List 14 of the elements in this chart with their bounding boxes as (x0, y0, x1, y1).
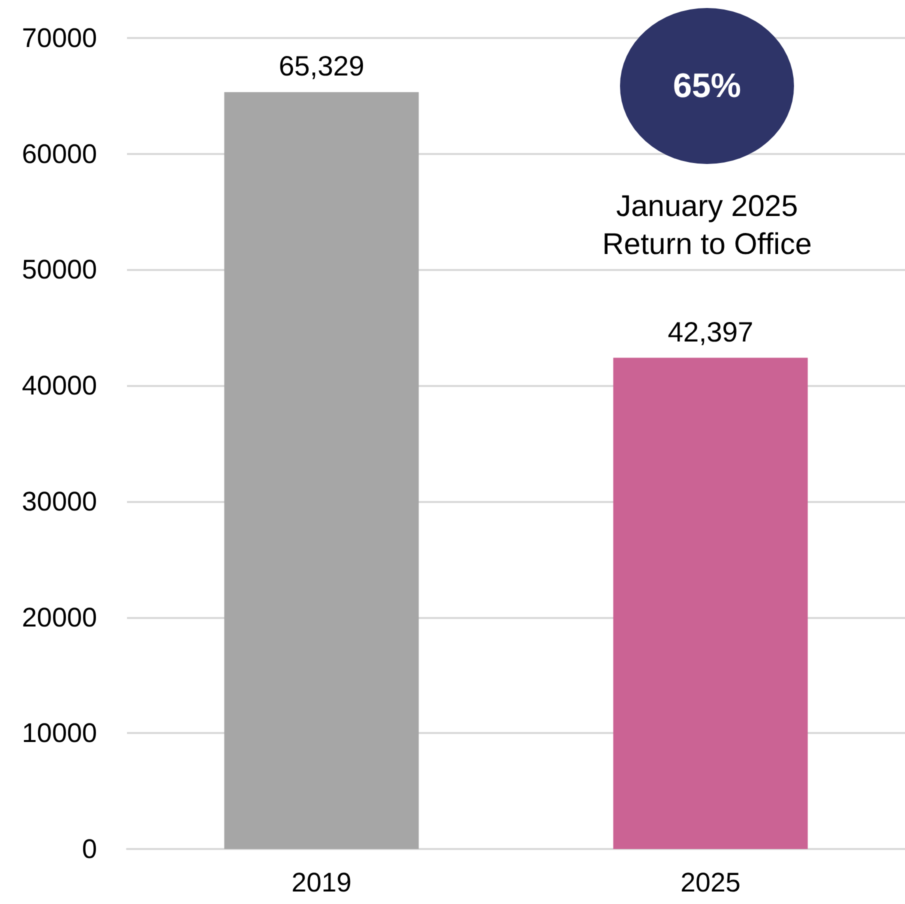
y-tick-label: 70000 (22, 23, 97, 53)
y-tick-label: 30000 (22, 486, 97, 516)
data-label: 42,397 (668, 316, 754, 348)
y-tick-label: 10000 (22, 718, 97, 748)
circle-badge: 65% (620, 8, 794, 164)
y-tick-label: 40000 (22, 370, 97, 401)
y-tick-label: 50000 (22, 254, 97, 285)
data-label: 65,329 (278, 50, 364, 82)
y-tick-label: 20000 (22, 602, 97, 632)
x-tick-label: 2025 (680, 868, 741, 898)
annotation: January 2025 Return to Office (601, 189, 813, 263)
y-tick-label: 60000 (22, 138, 97, 169)
y-tick-label: 0 (82, 834, 97, 864)
x-tick-label: 2019 (291, 868, 352, 898)
